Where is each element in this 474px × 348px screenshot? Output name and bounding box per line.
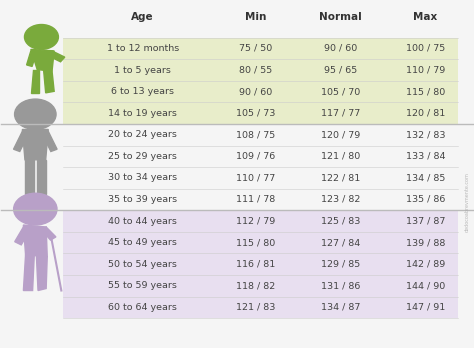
- Text: 115 / 80: 115 / 80: [236, 238, 275, 247]
- Polygon shape: [23, 255, 34, 291]
- Text: Age: Age: [131, 12, 154, 22]
- Polygon shape: [31, 49, 54, 71]
- Text: 1 to 5 years: 1 to 5 years: [114, 65, 171, 74]
- Text: 121 / 83: 121 / 83: [236, 303, 275, 312]
- Circle shape: [25, 24, 58, 49]
- Polygon shape: [23, 225, 47, 257]
- Polygon shape: [48, 51, 65, 62]
- FancyBboxPatch shape: [63, 124, 458, 210]
- FancyBboxPatch shape: [63, 210, 458, 318]
- Text: 6 to 13 years: 6 to 13 years: [111, 87, 174, 96]
- Text: 122 / 81: 122 / 81: [321, 173, 360, 182]
- Polygon shape: [42, 131, 57, 151]
- Text: 80 / 55: 80 / 55: [239, 65, 273, 74]
- Text: 135 / 86: 135 / 86: [406, 195, 445, 204]
- Polygon shape: [31, 70, 39, 93]
- Text: 131 / 86: 131 / 86: [321, 281, 360, 290]
- Polygon shape: [36, 256, 47, 291]
- Text: Min: Min: [245, 12, 266, 22]
- Text: 120 / 81: 120 / 81: [406, 109, 445, 118]
- Text: 110 / 79: 110 / 79: [406, 65, 445, 74]
- Text: 112 / 79: 112 / 79: [236, 216, 275, 226]
- Polygon shape: [25, 160, 34, 194]
- Text: Max: Max: [413, 12, 438, 22]
- Text: 90 / 60: 90 / 60: [239, 87, 273, 96]
- Polygon shape: [27, 51, 36, 66]
- Text: 115 / 80: 115 / 80: [406, 87, 445, 96]
- Polygon shape: [44, 70, 54, 93]
- Text: 133 / 84: 133 / 84: [406, 152, 445, 161]
- Circle shape: [15, 99, 56, 129]
- Text: 110 / 77: 110 / 77: [236, 173, 275, 182]
- Text: 129 / 85: 129 / 85: [321, 260, 360, 269]
- Text: 144 / 90: 144 / 90: [406, 281, 445, 290]
- Text: 95 / 65: 95 / 65: [324, 65, 357, 74]
- Text: 142 / 89: 142 / 89: [406, 260, 445, 269]
- Text: 25 to 29 years: 25 to 29 years: [109, 152, 177, 161]
- Text: 60 to 64 years: 60 to 64 years: [109, 303, 177, 312]
- Text: dedocoabrevmente.com: dedocoabrevmente.com: [465, 172, 469, 231]
- Text: 30 to 34 years: 30 to 34 years: [108, 173, 177, 182]
- Text: 100 / 75: 100 / 75: [406, 44, 445, 53]
- Text: 75 / 50: 75 / 50: [239, 44, 273, 53]
- Text: 121 / 80: 121 / 80: [321, 152, 360, 161]
- Circle shape: [14, 193, 57, 225]
- Text: 132 / 83: 132 / 83: [406, 130, 445, 139]
- Text: 14 to 19 years: 14 to 19 years: [109, 109, 177, 118]
- Text: 147 / 91: 147 / 91: [406, 303, 445, 312]
- Text: 105 / 70: 105 / 70: [321, 87, 360, 96]
- Text: 50 to 54 years: 50 to 54 years: [109, 260, 177, 269]
- FancyBboxPatch shape: [63, 38, 458, 124]
- Text: 90 / 60: 90 / 60: [324, 44, 357, 53]
- Text: 111 / 78: 111 / 78: [236, 195, 275, 204]
- Polygon shape: [37, 160, 46, 194]
- Text: 45 to 49 years: 45 to 49 years: [109, 238, 177, 247]
- Text: 118 / 82: 118 / 82: [236, 281, 275, 290]
- Text: 109 / 76: 109 / 76: [236, 152, 275, 161]
- Text: 55 to 59 years: 55 to 59 years: [109, 281, 177, 290]
- Text: 127 / 84: 127 / 84: [321, 238, 360, 247]
- Text: 139 / 88: 139 / 88: [406, 238, 445, 247]
- Text: 137 / 87: 137 / 87: [406, 216, 445, 226]
- Polygon shape: [22, 129, 48, 160]
- Text: 40 to 44 years: 40 to 44 years: [109, 216, 177, 226]
- Polygon shape: [15, 227, 30, 245]
- Text: 1 to 12 months: 1 to 12 months: [107, 44, 179, 53]
- Text: 108 / 75: 108 / 75: [236, 130, 275, 139]
- Text: 116 / 81: 116 / 81: [236, 260, 275, 269]
- Text: 125 / 83: 125 / 83: [321, 216, 360, 226]
- Text: 35 to 39 years: 35 to 39 years: [108, 195, 177, 204]
- Polygon shape: [14, 131, 28, 151]
- Text: 105 / 73: 105 / 73: [236, 109, 275, 118]
- Text: 120 / 79: 120 / 79: [321, 130, 360, 139]
- Polygon shape: [42, 227, 56, 240]
- Text: 134 / 85: 134 / 85: [406, 173, 445, 182]
- Text: 134 / 87: 134 / 87: [321, 303, 360, 312]
- Text: 123 / 82: 123 / 82: [321, 195, 360, 204]
- Text: 20 to 24 years: 20 to 24 years: [109, 130, 177, 139]
- Text: Normal: Normal: [319, 12, 362, 22]
- Text: 117 / 77: 117 / 77: [321, 109, 360, 118]
